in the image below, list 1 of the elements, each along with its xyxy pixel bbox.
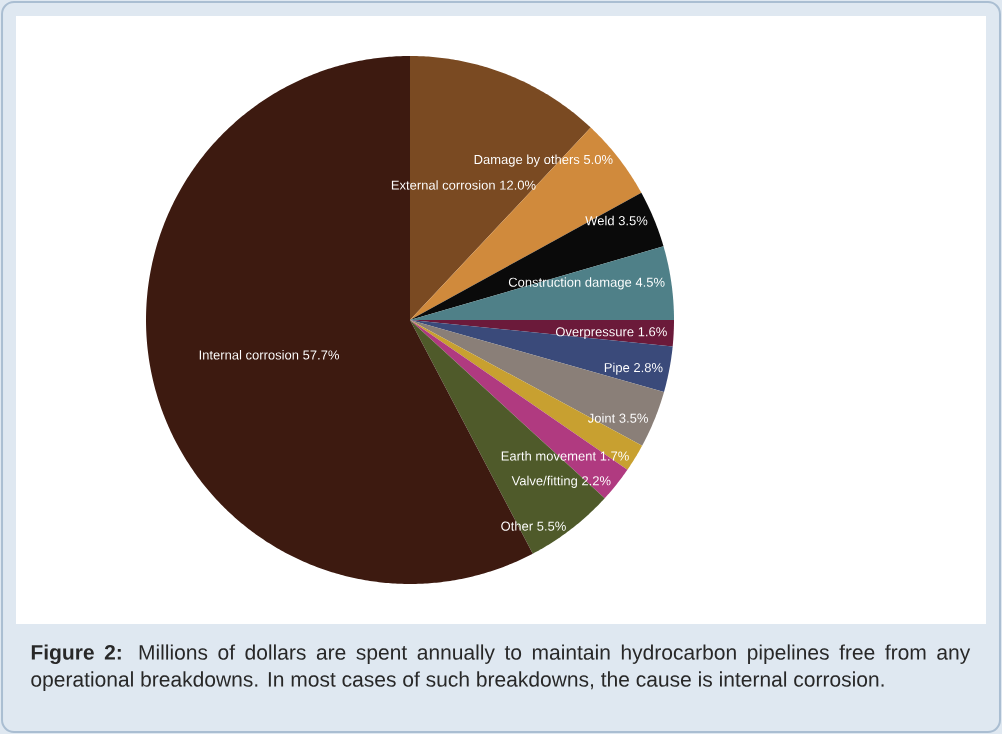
text: Figure 2: Millions of dollars are spent annually to maintain hydrocarbon pipelines free from any operational breakdowns. In most cases of such breakdowns, the cause is internal corrosion. — [31, 644, 971, 691]
